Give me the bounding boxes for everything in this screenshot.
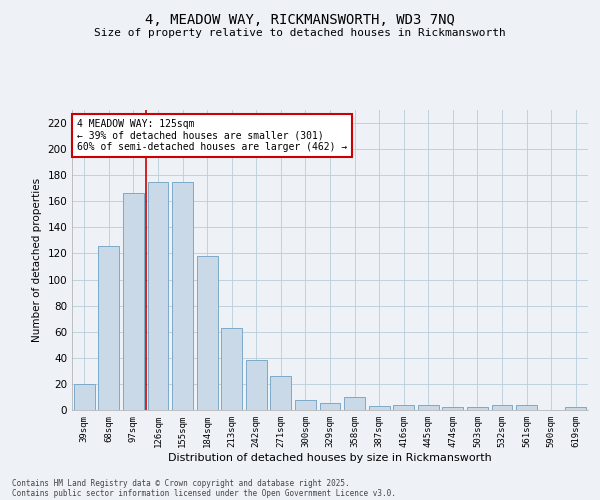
Bar [491,405,512,410]
Bar [295,400,316,410]
Bar [98,246,119,410]
Bar [148,182,169,410]
Text: Size of property relative to detached houses in Rickmansworth: Size of property relative to detached ho… [94,28,506,38]
Bar [467,408,488,410]
Bar [344,397,365,410]
Bar [393,405,414,410]
Text: 4, MEADOW WAY, RICKMANSWORTH, WD3 7NQ: 4, MEADOW WAY, RICKMANSWORTH, WD3 7NQ [145,12,455,26]
Bar [516,405,537,410]
Bar [172,182,193,410]
Text: 4 MEADOW WAY: 125sqm
← 39% of detached houses are smaller (301)
60% of semi-deta: 4 MEADOW WAY: 125sqm ← 39% of detached h… [77,119,347,152]
Y-axis label: Number of detached properties: Number of detached properties [32,178,42,342]
Text: Contains public sector information licensed under the Open Government Licence v3: Contains public sector information licen… [12,488,396,498]
Bar [197,256,218,410]
Bar [74,384,95,410]
Bar [368,406,389,410]
Bar [246,360,267,410]
Bar [418,405,439,410]
Bar [271,376,292,410]
Bar [320,404,340,410]
Bar [123,194,144,410]
Bar [565,408,586,410]
Bar [221,328,242,410]
X-axis label: Distribution of detached houses by size in Rickmansworth: Distribution of detached houses by size … [168,452,492,462]
Text: Contains HM Land Registry data © Crown copyright and database right 2025.: Contains HM Land Registry data © Crown c… [12,478,350,488]
Bar [442,408,463,410]
